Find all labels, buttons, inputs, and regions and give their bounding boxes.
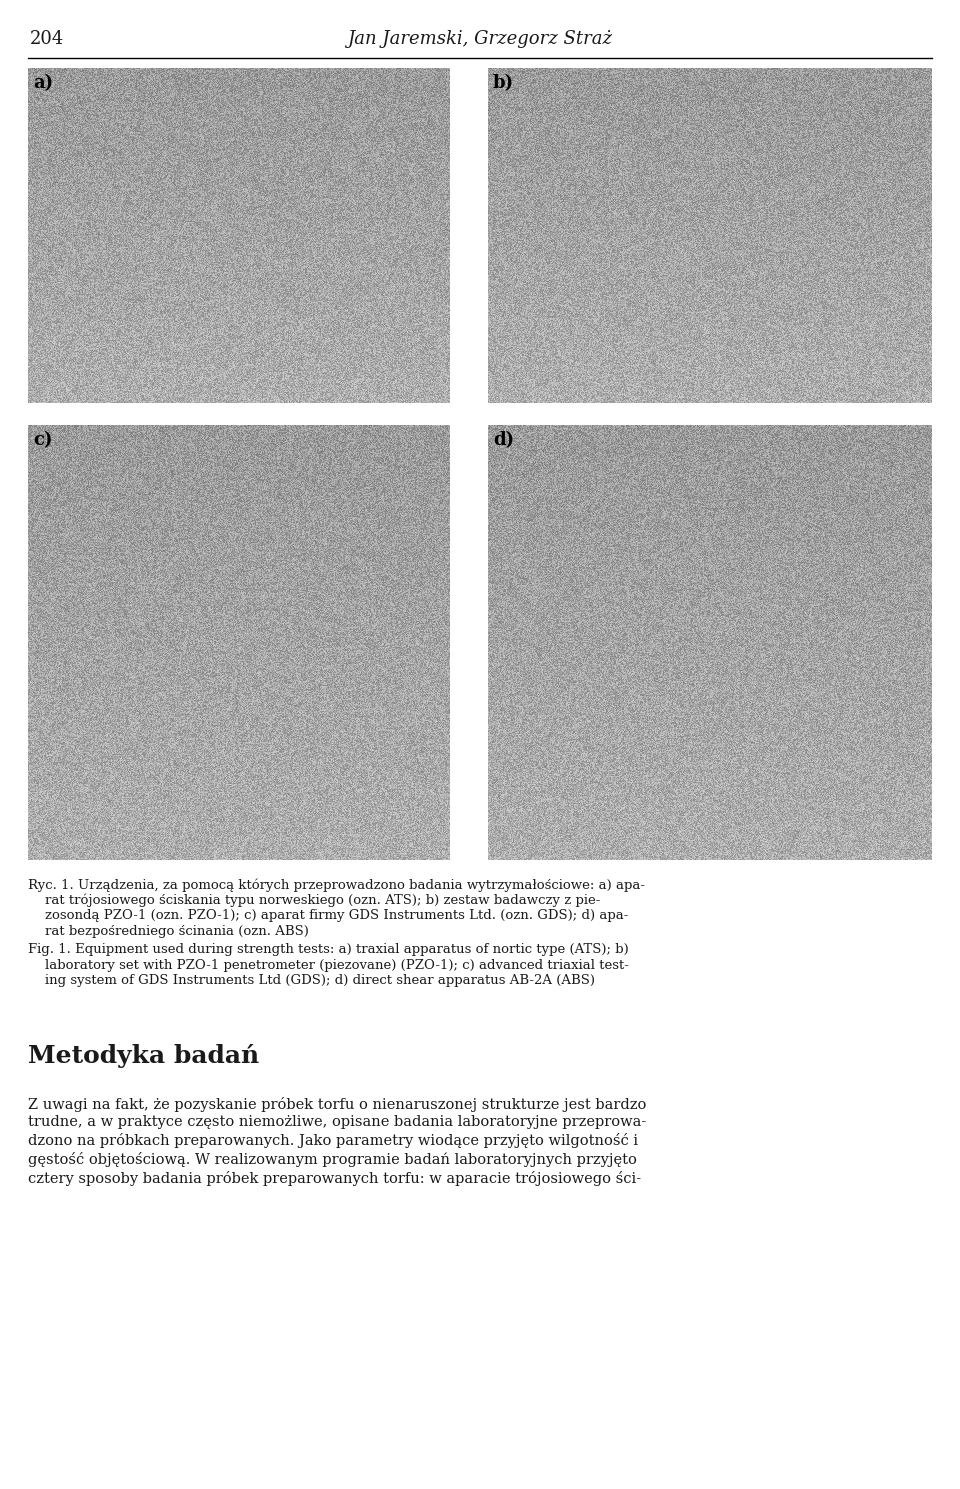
Text: trudne, a w praktyce często niemożliwe, opisane badania laboratoryjne przeprowa-: trudne, a w praktyce często niemożliwe, … — [28, 1115, 646, 1129]
Text: 204: 204 — [30, 30, 64, 48]
Text: cztery sposoby badania próbek preparowanych torfu: w aparacie trójosiowego ści-: cztery sposoby badania próbek preparowan… — [28, 1170, 641, 1185]
Text: gęstość objętościową. W realizowanym programie badań laboratoryjnych przyjęto: gęstość objętościową. W realizowanym pro… — [28, 1152, 636, 1167]
Text: Jan Jaremski, Grzegorz Straż: Jan Jaremski, Grzegorz Straż — [348, 30, 612, 48]
Text: laboratory set with PZO-1 penetrometer (piezovane) (PZO-1); c) advanced triaxial: laboratory set with PZO-1 penetrometer (… — [28, 959, 629, 971]
Text: Metodyka badań: Metodyka badań — [28, 1044, 259, 1069]
Text: a): a) — [33, 74, 53, 92]
Text: rat bezpośredniego ścinania (ozn. ABS): rat bezpośredniego ścinania (ozn. ABS) — [28, 925, 309, 938]
Text: b): b) — [493, 74, 515, 92]
Text: Z uwagi na fakt, że pozyskanie próbek torfu o nienaruszonej strukturze jest bard: Z uwagi na fakt, że pozyskanie próbek to… — [28, 1096, 646, 1111]
Text: c): c) — [33, 430, 53, 450]
Text: Ryc. 1. Urządzenia, za pomocą których przeprowadzono badania wytrzymałościowe: a: Ryc. 1. Urządzenia, za pomocą których pr… — [28, 879, 645, 892]
Text: ing system of GDS Instruments Ltd (GDS); d) direct shear apparatus AB-2A (ABS): ing system of GDS Instruments Ltd (GDS);… — [28, 974, 595, 987]
Text: rat trójosiowego ściskania typu norweskiego (ozn. ATS); b) zestaw badawczy z pie: rat trójosiowego ściskania typu norweski… — [28, 893, 600, 907]
Text: zosondą PZO-1 (ozn. PZO-1); c) aparat firmy GDS Instruments Ltd. (ozn. GDS); d) : zosondą PZO-1 (ozn. PZO-1); c) aparat fi… — [28, 908, 629, 922]
Text: dzono na próbkach preparowanych. Jako parametry wiodące przyjęto wilgotność i: dzono na próbkach preparowanych. Jako pa… — [28, 1133, 638, 1148]
Text: d): d) — [493, 430, 515, 450]
Text: Fig. 1. Equipment used during strength tests: a) traxial apparatus of nortic typ: Fig. 1. Equipment used during strength t… — [28, 943, 629, 956]
